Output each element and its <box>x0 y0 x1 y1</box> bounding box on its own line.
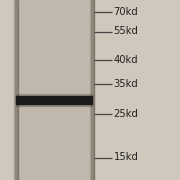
Text: 15kd: 15kd <box>113 152 138 163</box>
Bar <box>16 0 18 180</box>
Bar <box>93 0 94 180</box>
Bar <box>17 0 18 180</box>
Text: 35kd: 35kd <box>113 79 138 89</box>
Text: 70kd: 70kd <box>113 7 138 17</box>
Bar <box>14 0 94 180</box>
Bar <box>16 104 92 106</box>
Bar <box>16 96 92 104</box>
Bar <box>92 0 94 180</box>
Bar <box>14 0 18 180</box>
Bar <box>15 0 18 180</box>
Bar <box>16 94 92 96</box>
Bar <box>91 0 94 180</box>
Text: 25kd: 25kd <box>113 109 138 119</box>
Bar <box>93 0 94 180</box>
Text: 40kd: 40kd <box>113 55 138 65</box>
Bar <box>91 0 94 180</box>
Bar <box>15 0 18 180</box>
Text: 55kd: 55kd <box>113 26 138 37</box>
Bar <box>90 0 94 180</box>
Bar <box>17 0 18 180</box>
